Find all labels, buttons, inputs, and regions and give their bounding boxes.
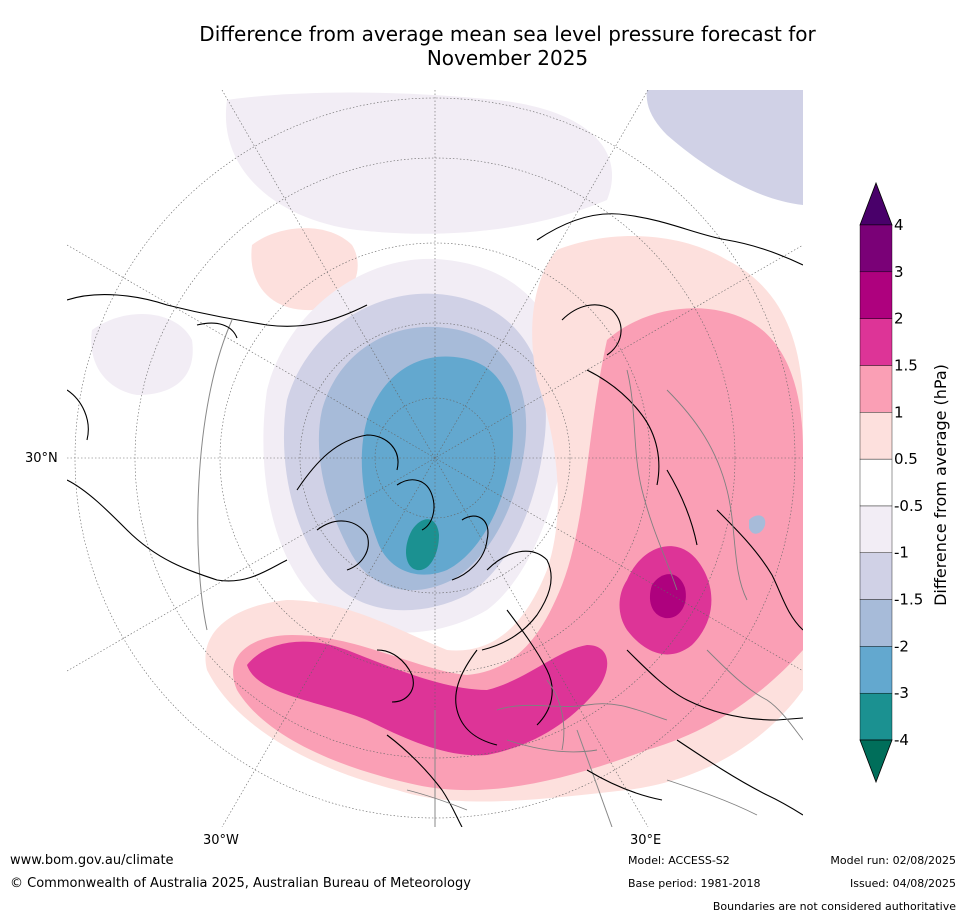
colorbar-tick-label: -3: [894, 684, 909, 702]
colorbar-tick-label: -1.5: [894, 591, 923, 609]
colorbar-swatch: [859, 599, 893, 647]
colorbar-tick-label: 4: [894, 216, 904, 234]
colorbar-tick-label: -0.5: [894, 497, 923, 515]
colorbar-tick-label: 1: [894, 403, 904, 421]
colorbar-swatch: [859, 552, 893, 600]
colorbar-tick-label: -1: [894, 544, 909, 562]
colorbar-tick-label: 3: [894, 263, 904, 281]
anomaly-purple-russia: [649, 574, 686, 619]
colorbar-swatch: [859, 412, 893, 460]
colorbar-swatch: [859, 692, 893, 741]
colorbar-tick-label: 1.5: [894, 356, 918, 374]
footer-copyright: © Commonwealth of Australia 2025, Austra…: [10, 876, 471, 891]
colorbar: -4 -3 -2 -1.5 -1 -0.5 0.5 1 1.5 2 3 4 Difference fr…: [848, 180, 958, 790]
anomaly-fill-layer: [91, 90, 803, 802]
lon-label-30w: 30°W: [203, 833, 239, 848]
graticule: [67, 90, 803, 827]
footer-issued: Issued: 04/08/2025: [849, 877, 956, 890]
colorbar-tick-label: 2: [894, 310, 904, 328]
colorbar-tick-label: 0.5: [894, 450, 918, 468]
coastlines: [67, 213, 803, 827]
map-title-line1: Difference from average mean sea level p…: [199, 22, 816, 46]
colorbar-tick-label: -4: [894, 731, 909, 749]
anomaly-greenland-strong: [405, 519, 439, 571]
anomaly-lavender-north: [225, 92, 613, 234]
colorbar-swatch: [859, 271, 893, 319]
colorbar-label: Difference from average (hPa): [931, 364, 950, 606]
pressure-anomaly-map: [67, 90, 803, 827]
anomaly-blue-ne: [646, 90, 803, 205]
colorbar-swatch: [859, 646, 893, 694]
colorbar-swatch: [859, 318, 893, 366]
colorbar-extend-min: [859, 739, 893, 784]
map-canvas: [67, 90, 803, 827]
colorbar-swatches: [859, 181, 893, 784]
meridian-solid: [197, 319, 613, 827]
footer-base-period: Base period: 1981-2018: [628, 877, 761, 890]
colorbar-swatch: [859, 224, 893, 273]
colorbar-svg: -4 -3 -2 -1.5 -1 -0.5 0.5 1 1.5 2 3 4 Difference fr…: [859, 181, 950, 784]
lon-label-30e: 30°E: [630, 833, 662, 848]
footer-website: www.bom.gov.au/climate: [10, 853, 174, 868]
colorbar-tick-labels: -4 -3 -2 -1.5 -1 -0.5 0.5 1 1.5 2 3 4: [894, 216, 923, 749]
country-borders: [406, 369, 803, 816]
colorbar-swatch: [859, 458, 893, 507]
colorbar-tick-label: -2: [894, 637, 909, 655]
footer-boundaries: Boundaries are not considered authoritat…: [712, 900, 956, 913]
anomaly-lavender-west: [91, 313, 193, 395]
map-title-line2: November 2025: [426, 46, 589, 70]
colorbar-extend-max: [859, 181, 893, 226]
lat-label-30n: 30°N: [25, 451, 58, 466]
footer-model-run: Model run: 02/08/2025: [830, 854, 956, 867]
anomaly-arctic-core: [361, 356, 513, 575]
map-title: Difference from average mean sea level p…: [120, 22, 895, 70]
colorbar-swatch: [859, 365, 893, 413]
anomaly-blue-east-asia: [749, 515, 766, 534]
anomaly-magenta-atlantic: [247, 641, 608, 756]
anomaly-pink-pacific: [251, 228, 358, 311]
colorbar-swatch: [859, 505, 893, 553]
footer-model: Model: ACCESS-S2: [628, 854, 730, 867]
